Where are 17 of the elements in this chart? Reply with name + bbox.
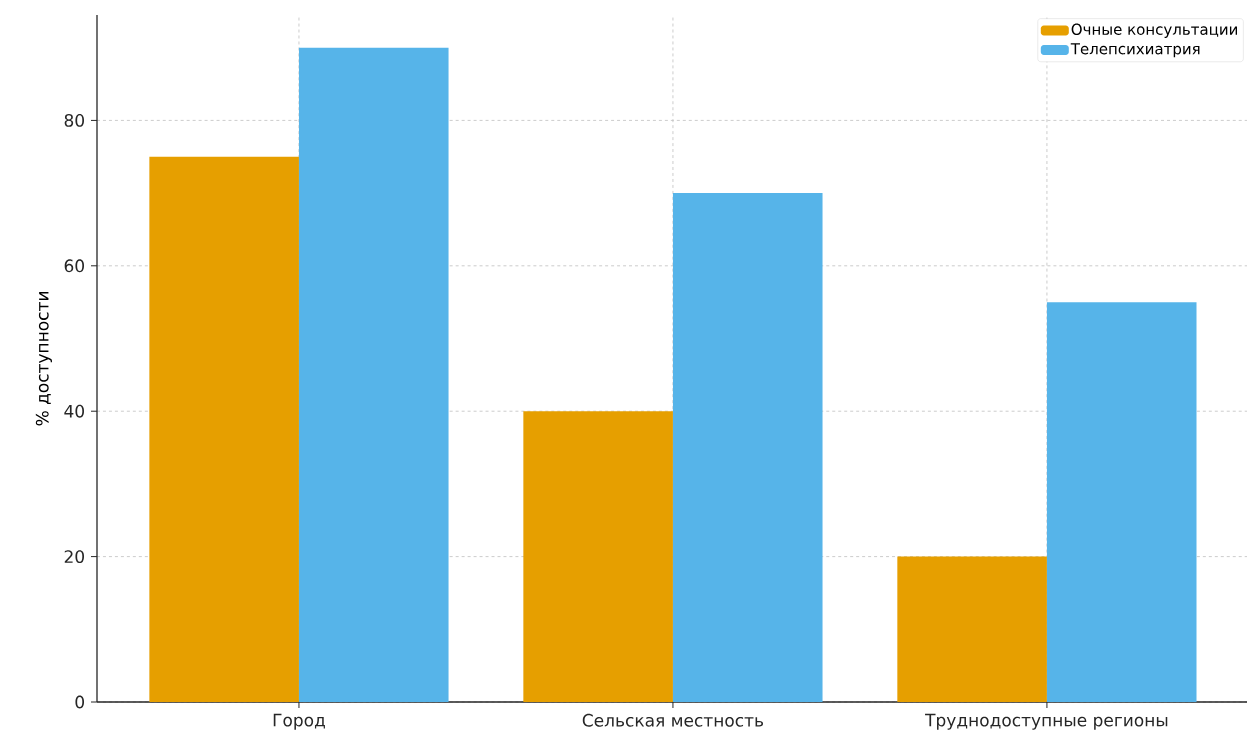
bar	[1046, 302, 1197, 702]
x-tick-label: Сельская местность	[582, 713, 764, 727]
y-tick-label: 0	[75, 695, 85, 709]
y-tick-label: 60	[64, 259, 84, 273]
y-tick-label: 80	[64, 113, 84, 127]
x-tick-label: Город	[273, 713, 325, 730]
bar	[298, 47, 449, 702]
bar	[672, 193, 823, 702]
bar	[149, 156, 299, 702]
y-tick-label: 20	[64, 550, 84, 564]
bar	[897, 556, 1047, 702]
y-axis-title: % доступности	[35, 292, 52, 426]
legend-label: Очные консультации	[1071, 23, 1238, 38]
legend-label: Телепсихиатрия	[1070, 43, 1200, 58]
y-tick-label: 40	[64, 404, 84, 418]
x-tick-label: Труднодоступные регионы	[925, 713, 1168, 730]
bar	[523, 411, 673, 702]
